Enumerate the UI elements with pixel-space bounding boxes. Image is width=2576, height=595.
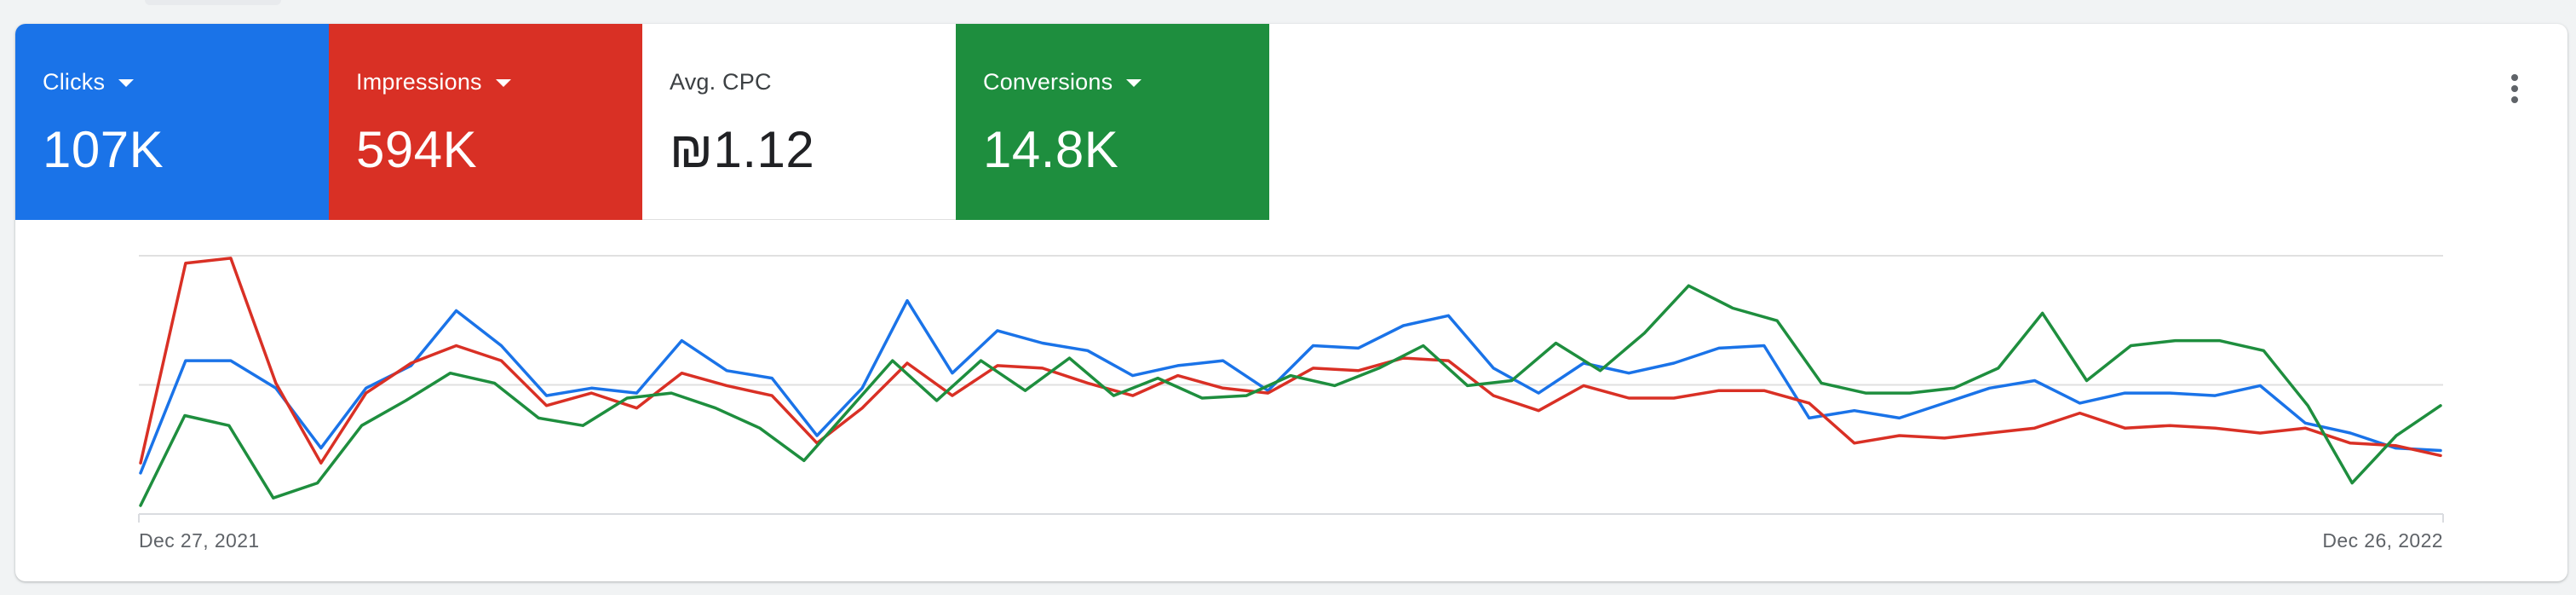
chevron-down-icon[interactable]	[495, 78, 511, 87]
series-line-0	[139, 298, 2442, 475]
metric-tiles: Clicks 107K Impressions 594K Avg. CPC ₪1…	[15, 24, 1269, 220]
metric-value: ₪1.12	[670, 121, 815, 178]
chart-gridlines	[138, 255, 2444, 523]
series-line-1	[139, 257, 2442, 465]
metric-label: Clicks	[43, 69, 106, 95]
x-axis-end-label: Dec 26, 2022	[2322, 529, 2443, 552]
metric-value: 107K	[43, 121, 164, 178]
metric-label: Impressions	[356, 69, 482, 95]
metric-value: 14.8K	[983, 121, 1119, 178]
metric-tile-avg-cpc[interactable]: Avg. CPC ₪1.12	[642, 24, 956, 220]
more-vert-icon	[2511, 74, 2518, 103]
series-line-2	[139, 284, 2442, 507]
metric-tile-conversions[interactable]: Conversions 14.8K	[956, 24, 1269, 220]
metric-tile-impressions[interactable]: Impressions 594K	[329, 24, 642, 220]
x-axis-start-label: Dec 27, 2021	[139, 529, 260, 552]
metric-label: Conversions	[983, 69, 1113, 95]
previous-card-edge	[145, 0, 281, 5]
metric-label: Avg. CPC	[670, 69, 772, 95]
chart-series	[139, 257, 2442, 507]
metric-value: 594K	[356, 121, 478, 178]
metric-tile-clicks[interactable]: Clicks 107K	[15, 24, 329, 220]
chevron-down-icon[interactable]	[118, 78, 135, 87]
more-options-button[interactable]	[2496, 70, 2533, 107]
performance-card: Clicks 107K Impressions 594K Avg. CPC ₪1…	[15, 24, 2567, 581]
performance-line-chart: Dec 27, 2021 Dec 26, 2022	[138, 255, 2444, 552]
chevron-down-icon[interactable]	[1126, 78, 1142, 87]
